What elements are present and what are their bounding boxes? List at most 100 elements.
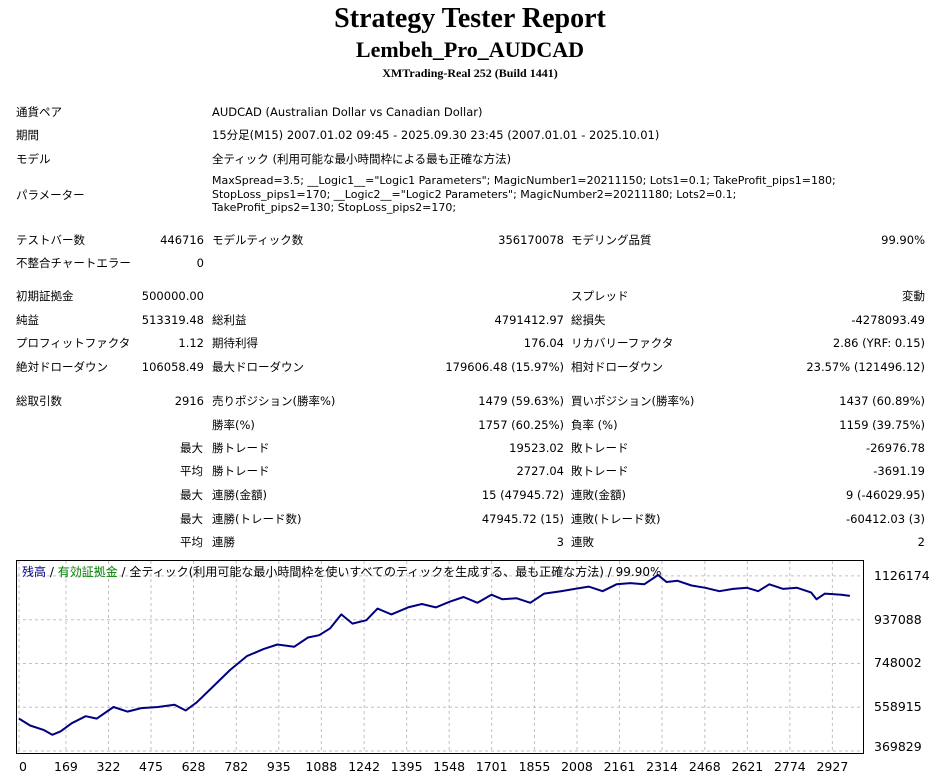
spread-label: スプレッド <box>571 289 629 303</box>
x-tick-label: 935 <box>266 759 291 774</box>
cons-wins-count-value: 47945.72 (15) <box>481 512 564 526</box>
avg-cons-wins-value: 3 <box>556 535 564 549</box>
x-tick-label: 1088 <box>305 759 338 774</box>
ea-name: Lembeh_Pro_AUDCAD <box>355 37 585 62</box>
chart-legend: 残高 / 有効証拠金 / 全ティック(利用可能な最小時間枠を使いすべてのティック… <box>22 565 661 579</box>
x-tick-label: 2468 <box>688 759 721 774</box>
gross-loss-label: 総損失 <box>571 313 606 327</box>
avg-cons-losses-value: 2 <box>917 535 925 549</box>
expected-label: 期待利得 <box>212 336 258 350</box>
x-tick-label: 0 <box>19 759 27 774</box>
report-title: Strategy Tester Report <box>334 3 606 34</box>
bars-label: テストバー数 <box>16 233 85 247</box>
mismatch-value: 0 <box>196 256 204 270</box>
deposit-label: 初期証拠金 <box>16 289 74 303</box>
max-dd-label: 最大ドローダウン <box>212 360 304 374</box>
server-build: XMTrading-Real 252 (Build 1441) <box>382 66 558 80</box>
short-value: 1479 (59.63%) <box>478 394 564 408</box>
gross-loss-value: -4278093.49 <box>851 313 925 327</box>
ticks-label: モデルティック数 <box>212 233 304 247</box>
winrate-value: 1757 (60.25%) <box>478 418 564 432</box>
largest-win-value: 19523.02 <box>509 441 564 455</box>
legend-sep-2: / <box>117 565 130 579</box>
long-label: 買いポジション(勝率%) <box>571 394 695 408</box>
x-tick-label: 1701 <box>475 759 508 774</box>
cons-losses-amount-label: 連敗(金額) <box>571 488 626 502</box>
x-tick-label: 322 <box>96 759 121 774</box>
lossrate-value: 1159 (39.75%) <box>839 418 925 432</box>
max-word-3: 最大 <box>180 512 203 526</box>
abs-dd-label: 絶対ドローダウン <box>16 360 108 374</box>
gross-profit-label: 総利益 <box>212 313 247 327</box>
avg-loss-value: -3691.19 <box>873 464 925 478</box>
trades-value: 2916 <box>174 394 204 408</box>
cons-losses-count-value: -60412.03 (3) <box>846 512 925 526</box>
x-tick-label: 2314 <box>646 759 678 774</box>
pair-label: 通貨ペア <box>16 105 62 119</box>
largest-loss-value: -26976.78 <box>865 441 925 455</box>
pf-value: 1.12 <box>178 336 204 350</box>
pf-label: プロフィットファクタ <box>16 336 131 350</box>
ticks-value: 356170078 <box>498 233 564 247</box>
x-tick-label: 782 <box>224 759 249 774</box>
x-tick-label: 2008 <box>561 759 593 774</box>
cons-wins-amount-value: 15 (47945.72) <box>481 488 564 502</box>
mismatch-label: 不整合チャートエラー <box>16 256 131 270</box>
legend-sep-1: / <box>46 565 58 579</box>
period-value: 15分足(M15) 2007.01.02 09:45 - 2025.09.30 … <box>212 128 660 142</box>
cons-losses-count-label: 連敗(トレード数) <box>571 512 661 526</box>
recovery-label: リカバリーファクタ <box>571 336 674 350</box>
params-label: パラメーター <box>16 188 85 202</box>
x-tick-label: 1395 <box>390 759 423 774</box>
trades-label: 総取引数 <box>16 394 62 408</box>
x-tick-label: 1855 <box>518 759 551 774</box>
x-tick-label: 2774 <box>773 759 806 774</box>
largest-win-label: 勝トレード <box>212 441 270 455</box>
x-tick-label: 1242 <box>348 759 381 774</box>
x-tick-label: 2161 <box>603 759 636 774</box>
avg-win-label: 勝トレード <box>212 464 270 478</box>
winrate-label: 勝率(%) <box>212 418 255 432</box>
y-tick-label: 1126174 <box>874 567 930 583</box>
cons-wins-amount-label: 連勝(金額) <box>212 488 267 502</box>
avg-word-2: 平均 <box>180 535 203 549</box>
net-value: 513319.48 <box>141 313 204 327</box>
y-tick-label: 558915 <box>874 699 922 715</box>
balance-chart: 残高 / 有効証拠金 / 全ティック(利用可能な最小時間枠を使いすべてのティック… <box>16 560 864 754</box>
bars-value: 446716 <box>160 233 204 247</box>
period-label: 期間 <box>16 128 39 142</box>
x-tick-label: 475 <box>139 759 163 774</box>
deposit-value: 500000.00 <box>141 289 204 303</box>
x-tick-label: 628 <box>181 759 206 774</box>
y-tick-label: 369829 <box>874 739 922 754</box>
quality-value: 99.90% <box>881 233 925 247</box>
balance-line <box>18 574 851 736</box>
params-value: MaxSpread=3.5; __Logic1__="Logic1 Parame… <box>212 174 836 214</box>
largest-loss-label: 敗トレード <box>571 441 629 455</box>
x-tick-label: 2621 <box>731 759 764 774</box>
model-label: モデル <box>16 152 51 166</box>
balance-chart-svg <box>17 561 863 753</box>
pair-value: AUDCAD (Australian Dollar vs Canadian Do… <box>212 105 483 119</box>
cons-wins-count-label: 連勝(トレード数) <box>212 512 302 526</box>
legend-balance: 残高 <box>22 565 47 579</box>
y-tick-label: 937088 <box>874 611 922 627</box>
net-label: 純益 <box>16 313 39 327</box>
x-tick-label: 169 <box>54 759 78 774</box>
model-value: 全ティック (利用可能な最小時間枠による最も正確な方法) <box>212 152 512 166</box>
rel-dd-value: 23.57% (121496.12) <box>806 360 925 374</box>
avg-cons-losses-label: 連敗 <box>571 535 594 549</box>
long-value: 1437 (60.89%) <box>839 394 925 408</box>
quality-label: モデリング品質 <box>571 233 652 247</box>
recovery-value: 2.86 (YRF: 0.15) <box>832 336 925 350</box>
legend-description: 全ティック(利用可能な最小時間枠を使いすべてのティックを生成する、最も正確な方法… <box>129 565 662 579</box>
avg-win-value: 2727.04 <box>516 464 564 478</box>
short-label: 売りポジション(勝率%) <box>212 394 336 408</box>
cons-losses-amount-value: 9 (-46029.95) <box>846 488 925 502</box>
max-word-1: 最大 <box>180 441 203 455</box>
x-tick-label: 2927 <box>816 759 849 774</box>
max-dd-value: 179606.48 (15.97%) <box>445 360 564 374</box>
x-tick-label: 1548 <box>433 759 466 774</box>
abs-dd-value: 106058.49 <box>141 360 204 374</box>
expected-value: 176.04 <box>523 336 564 350</box>
